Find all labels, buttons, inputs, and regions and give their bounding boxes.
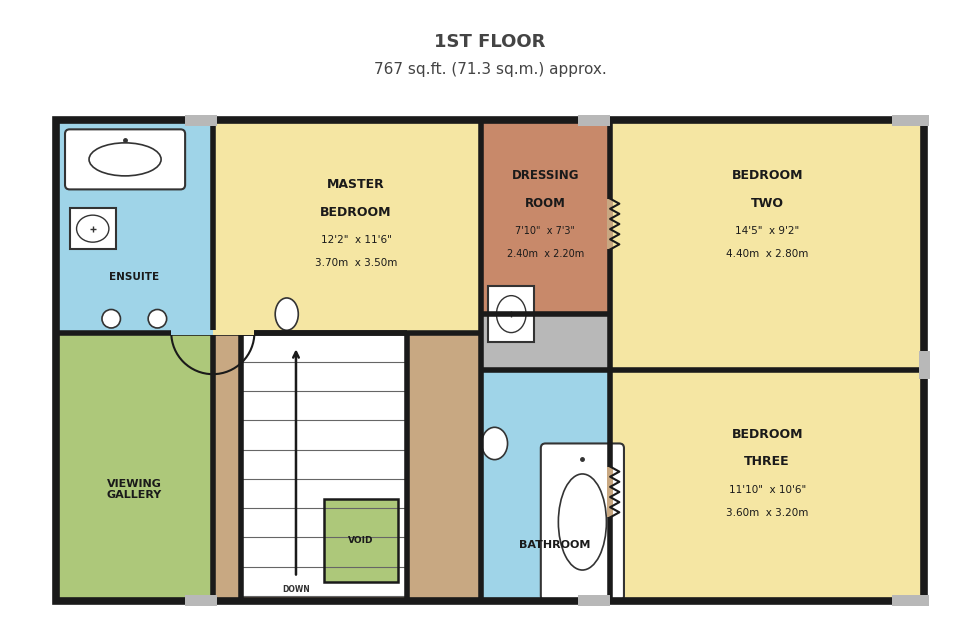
Text: TWO: TWO — [751, 197, 784, 210]
Text: BEDROOM: BEDROOM — [731, 169, 803, 182]
Text: BEDROOM: BEDROOM — [320, 206, 392, 219]
Bar — [918, 351, 930, 379]
FancyBboxPatch shape — [541, 443, 624, 600]
Ellipse shape — [76, 215, 109, 242]
Bar — [892, 595, 929, 606]
Text: 3.60m  x 3.20m: 3.60m x 3.20m — [726, 508, 808, 517]
Bar — [608, 199, 612, 249]
Bar — [172, 330, 213, 335]
Bar — [213, 120, 481, 332]
Text: VIEWING
GALLERY: VIEWING GALLERY — [107, 479, 162, 500]
Text: BATHROOM: BATHROOM — [519, 540, 590, 550]
Text: BEDROOM: BEDROOM — [731, 428, 803, 441]
Bar — [56, 120, 213, 332]
Text: ENSUITE: ENSUITE — [109, 272, 160, 282]
Bar — [185, 595, 218, 606]
Bar — [323, 499, 398, 582]
Text: 1ST FLOOR: 1ST FLOOR — [434, 33, 546, 51]
Text: 4.40m  x 2.80m: 4.40m x 2.80m — [726, 249, 808, 259]
Bar — [56, 120, 924, 600]
Text: 2.40m  x 2.20m: 2.40m x 2.20m — [507, 249, 584, 259]
Ellipse shape — [275, 298, 298, 331]
Bar — [578, 115, 611, 126]
Text: ROOM: ROOM — [525, 197, 565, 210]
Text: THREE: THREE — [745, 456, 790, 469]
Text: 12'2"  x 11'6": 12'2" x 11'6" — [320, 235, 391, 245]
Text: DOWN: DOWN — [282, 585, 310, 594]
Text: 14'5"  x 9'2": 14'5" x 9'2" — [735, 226, 800, 236]
Text: DRESSING: DRESSING — [512, 169, 579, 182]
Bar — [213, 330, 255, 335]
Ellipse shape — [148, 310, 167, 328]
Bar — [70, 208, 116, 249]
Bar — [578, 595, 611, 606]
Bar — [185, 115, 218, 126]
Bar — [240, 332, 407, 596]
Bar — [611, 120, 924, 370]
Bar — [608, 467, 612, 517]
Text: 7'10"  x 7'3": 7'10" x 7'3" — [515, 226, 575, 236]
Bar — [488, 287, 534, 342]
Bar — [56, 332, 213, 600]
FancyBboxPatch shape — [65, 129, 185, 189]
Bar — [892, 115, 929, 126]
Text: 767 sq.ft. (71.3 sq.m.) approx.: 767 sq.ft. (71.3 sq.m.) approx. — [373, 62, 607, 77]
Ellipse shape — [497, 296, 526, 332]
Text: MASTER: MASTER — [327, 178, 385, 191]
Bar — [213, 332, 481, 600]
Text: VOID: VOID — [348, 536, 373, 545]
Bar — [481, 314, 611, 370]
Ellipse shape — [102, 310, 121, 328]
Ellipse shape — [482, 427, 508, 460]
Bar — [481, 120, 611, 314]
Text: 11'10"  x 10'6": 11'10" x 10'6" — [728, 485, 806, 495]
Bar — [323, 499, 398, 582]
Text: 3.70m  x 3.50m: 3.70m x 3.50m — [315, 258, 397, 268]
Bar — [611, 370, 924, 600]
Bar — [481, 370, 611, 600]
Bar — [56, 120, 924, 600]
Ellipse shape — [559, 474, 607, 570]
Ellipse shape — [89, 143, 161, 176]
